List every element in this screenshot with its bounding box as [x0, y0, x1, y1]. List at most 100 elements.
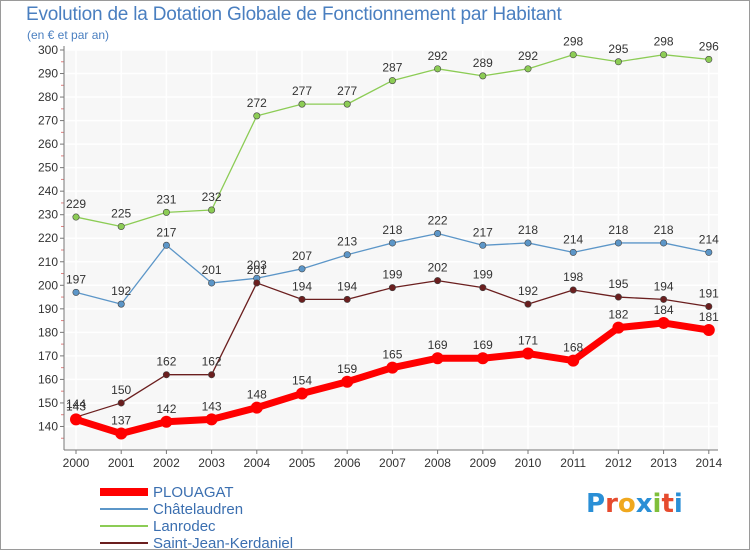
- data-point-plouagat: [160, 415, 173, 428]
- data-label-lanrodec: 298: [654, 35, 674, 49]
- data-label-plouagat: 171: [518, 334, 538, 348]
- y-tick-label: 160: [38, 372, 58, 386]
- data-label-ch-telaudren: 218: [518, 223, 538, 237]
- y-tick-label: 180: [38, 325, 58, 339]
- data-point-plouagat: [431, 352, 444, 365]
- y-tick-label: 300: [38, 43, 58, 57]
- data-label-plouagat: 159: [337, 362, 357, 376]
- y-tick-label: 280: [38, 90, 58, 104]
- data-label-ch-telaudren: 222: [428, 214, 448, 228]
- data-point-plouagat: [250, 401, 263, 414]
- data-label-plouagat: 137: [111, 414, 131, 428]
- y-tick-label: 250: [38, 161, 58, 175]
- data-point-ch-telaudren: [72, 288, 80, 296]
- data-point-saint-jean-kerdaniel: [208, 371, 216, 379]
- y-tick-label: 270: [38, 114, 58, 128]
- data-label-saint-jean-kerdaniel: 199: [382, 268, 402, 282]
- logo-letter: P: [586, 489, 606, 519]
- data-label-ch-telaudren: 218: [608, 223, 628, 237]
- data-label-lanrodec: 225: [111, 206, 131, 220]
- data-label-saint-jean-kerdaniel: 162: [202, 355, 222, 369]
- axes: 140 150 160 170 180 190 200 210 220 230 240 250 260 2…: [38, 43, 723, 470]
- data-point-ch-telaudren: [569, 248, 577, 256]
- y-tick-label: 190: [38, 302, 58, 316]
- data-point-ch-telaudren: [298, 265, 306, 273]
- data-point-lanrodec: [162, 208, 170, 216]
- data-point-ch-telaudren: [343, 251, 351, 259]
- data-point-lanrodec: [343, 100, 351, 108]
- x-tick-label: 2002: [153, 456, 180, 470]
- grid: [64, 49, 718, 450]
- legend-swatch: [100, 525, 148, 527]
- x-tick-label: 2013: [650, 456, 677, 470]
- chart-subtitle: (en € et par an): [27, 28, 110, 42]
- data-label-lanrodec: 277: [337, 84, 357, 98]
- data-label-saint-jean-kerdaniel: 191: [699, 286, 719, 300]
- data-label-plouagat: 169: [428, 338, 448, 352]
- data-point-saint-jean-kerdaniel: [298, 295, 306, 303]
- data-label-saint-jean-kerdaniel: 201: [247, 263, 267, 277]
- data-label-saint-jean-kerdaniel: 195: [608, 277, 628, 291]
- x-tick-label: 2008: [424, 456, 451, 470]
- data-point-lanrodec: [208, 206, 216, 214]
- data-point-ch-telaudren: [388, 239, 396, 247]
- data-label-lanrodec: 295: [608, 42, 628, 56]
- data-point-plouagat: [476, 352, 489, 365]
- y-tick-label: 150: [38, 396, 58, 410]
- y-tick-label: 170: [38, 349, 58, 363]
- data-label-ch-telaudren: 213: [337, 235, 357, 249]
- data-point-lanrodec: [705, 55, 713, 63]
- data-point-plouagat: [115, 427, 128, 440]
- legend-label: Saint-Jean-Kerdaniel: [153, 535, 294, 552]
- data-label-ch-telaudren: 203: [247, 258, 267, 272]
- data-point-plouagat: [296, 387, 308, 400]
- data-label-saint-jean-kerdaniel: 198: [563, 270, 583, 284]
- data-label-lanrodec: 289: [473, 56, 493, 70]
- data-point-plouagat: [567, 354, 580, 367]
- data-point-ch-telaudren: [614, 239, 622, 247]
- data-label-plouagat: 181: [699, 310, 719, 324]
- data-label-lanrodec: 292: [518, 49, 538, 63]
- data-label-lanrodec: 272: [247, 96, 267, 110]
- data-point-saint-jean-kerdaniel: [524, 300, 532, 308]
- x-tick-label: 2014: [695, 456, 722, 470]
- data-label-ch-telaudren: 218: [654, 223, 674, 237]
- y-tick-label: 260: [38, 137, 58, 151]
- y-tick-label: 210: [38, 255, 58, 269]
- data-label-plouagat: 184: [654, 303, 674, 317]
- data-point-plouagat: [522, 347, 534, 360]
- data-point-plouagat: [612, 321, 625, 334]
- data-label-ch-telaudren: 197: [66, 272, 86, 286]
- y-tick-label: 200: [38, 278, 58, 292]
- logo-letter: o: [617, 489, 636, 519]
- data-point-lanrodec: [434, 65, 442, 73]
- logo-letter: t: [661, 489, 674, 519]
- legend-label: Lanrodec: [153, 518, 216, 535]
- data-point-ch-telaudren: [162, 241, 170, 249]
- data-point-lanrodec: [524, 65, 532, 73]
- data-label-ch-telaudren: 201: [202, 263, 222, 277]
- data-point-lanrodec: [253, 112, 261, 120]
- data-point-lanrodec: [479, 72, 487, 80]
- data-label-plouagat: 148: [247, 388, 267, 402]
- data-label-saint-jean-kerdaniel: 202: [428, 261, 448, 275]
- y-tick-label: 220: [38, 231, 58, 245]
- data-label-saint-jean-kerdaniel: 194: [292, 279, 312, 293]
- data-point-plouagat: [657, 316, 670, 329]
- data-label-saint-jean-kerdaniel: 199: [473, 268, 493, 282]
- data-label-plouagat: 154: [292, 374, 312, 388]
- data-point-lanrodec: [117, 222, 125, 230]
- x-tick-label: 2012: [605, 456, 632, 470]
- data-label-saint-jean-kerdaniel: 144: [66, 397, 86, 411]
- y-tick-label: 230: [38, 208, 58, 222]
- data-point-saint-jean-kerdaniel: [660, 295, 668, 303]
- y-tick-label: 240: [38, 184, 58, 198]
- data-point-lanrodec: [72, 213, 80, 221]
- data-point-plouagat: [341, 375, 354, 388]
- data-point-ch-telaudren: [434, 230, 442, 238]
- data-label-lanrodec: 298: [563, 35, 583, 49]
- data-point-lanrodec: [569, 51, 577, 59]
- data-label-lanrodec: 232: [202, 190, 222, 204]
- data-label-plouagat: 142: [156, 402, 176, 416]
